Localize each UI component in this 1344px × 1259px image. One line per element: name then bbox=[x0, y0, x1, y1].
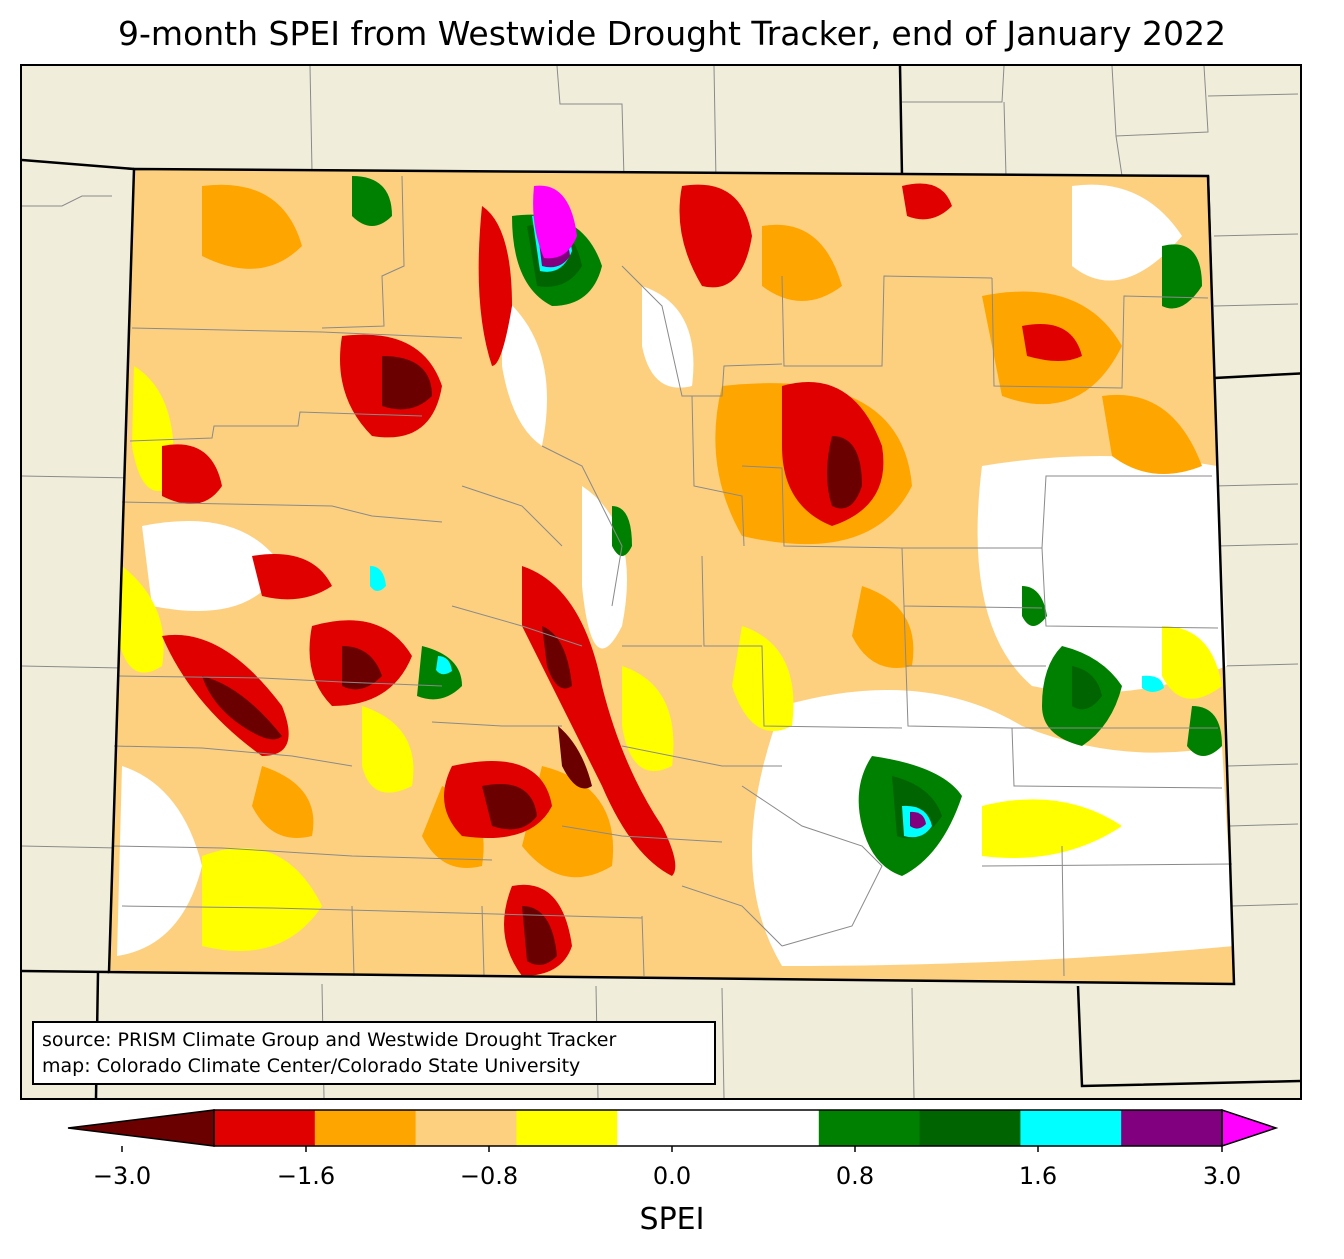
colorbar-tick-label: −0.8 bbox=[459, 1162, 519, 1190]
colorado-spei-map bbox=[22, 66, 1300, 1098]
colorbar-tick-label: 1.6 bbox=[1018, 1162, 1058, 1190]
colorbar-bin bbox=[314, 1110, 417, 1146]
colorbar-tick-label: −1.6 bbox=[276, 1162, 336, 1190]
colorbar-outline bbox=[213, 1109, 1223, 1147]
colorbar bbox=[67, 1108, 1279, 1152]
colorbar-tick-label: −3.0 bbox=[92, 1162, 152, 1190]
colorbar-bin bbox=[919, 1110, 1021, 1146]
map-title: 9-month SPEI from Westwide Drought Track… bbox=[118, 14, 1226, 53]
colorbar-extend-low bbox=[67, 1109, 215, 1147]
colorbar-bin bbox=[617, 1110, 719, 1146]
colorado-border bbox=[107, 167, 1236, 986]
neighbor-county-lines bbox=[22, 66, 1299, 1098]
colorbar-bin bbox=[718, 1110, 820, 1146]
colorbar-tick-label: 3.0 bbox=[1202, 1162, 1242, 1190]
colorbar-bin bbox=[1121, 1110, 1223, 1146]
colorado-county-lines bbox=[111, 175, 1233, 977]
colorbar-bin bbox=[415, 1110, 517, 1146]
colorbar-bin bbox=[516, 1110, 618, 1146]
source-line: source: PRISM Climate Group and Westwide… bbox=[42, 1029, 617, 1051]
source-attribution: source: PRISM Climate Group and Westwide… bbox=[32, 1021, 716, 1085]
colorbar-label: SPEI bbox=[639, 1202, 705, 1237]
colorbar-extend-high bbox=[1221, 1108, 1279, 1148]
map-credit-line: map: Colorado Climate Center/Colorado St… bbox=[42, 1055, 581, 1077]
colorbar-bin bbox=[214, 1110, 316, 1146]
colorbar-tick-label: 0.8 bbox=[835, 1162, 875, 1190]
spei-field bbox=[109, 169, 1234, 984]
colorbar-bin bbox=[818, 1110, 921, 1146]
colorbar-bin bbox=[1020, 1110, 1122, 1146]
colorbar-tick-label: 0.0 bbox=[652, 1162, 692, 1190]
map-panel: source: PRISM Climate Group and Westwide… bbox=[20, 64, 1302, 1100]
